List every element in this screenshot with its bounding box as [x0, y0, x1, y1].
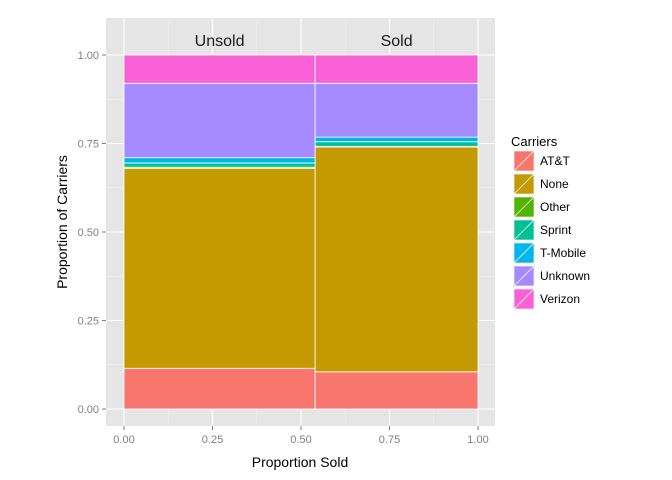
strip-label-unsold: Unsold [195, 33, 245, 50]
y-tick-label: 1.00 [78, 50, 99, 62]
bar-sold-t-mobile [314, 136, 479, 143]
x-tick-label: 0.50 [290, 434, 311, 446]
bar-sold-sprint [314, 141, 479, 147]
bar-unsold-unknown [123, 82, 316, 159]
y-tick-label: 0.25 [78, 316, 99, 328]
x-tick-label: 1.00 [467, 434, 488, 446]
y-tick-label: 0.75 [78, 139, 99, 151]
legend-title: Carriers [511, 134, 558, 149]
x-tick-label: 0.25 [202, 434, 223, 446]
facet-strips: Unsold Sold [195, 33, 413, 50]
legend-label: Other [540, 200, 570, 214]
legend-label: T-Mobile [540, 246, 586, 260]
legend-key-diagonal [513, 219, 535, 241]
bar-sold-verizon [314, 54, 479, 84]
bar-sold-none [314, 146, 479, 373]
bar-unsold-none [123, 167, 316, 369]
legend-label: None [540, 177, 569, 191]
legend: Carriers AT&T None Other Sprint T-Mobile Unkn… [511, 134, 590, 311]
x-axis-title: Proportion Sold [252, 454, 349, 470]
legend-key-diagonal [513, 150, 535, 172]
legend-key-diagonal [513, 196, 535, 218]
bar-unsold-sprint [123, 162, 316, 168]
x-tick-label: 0.75 [379, 434, 400, 446]
y-tick-label: 0.00 [78, 404, 99, 416]
legend-label: AT&T [540, 154, 570, 168]
bar-segments [123, 54, 479, 410]
legend-label: Sprint [540, 223, 572, 237]
y-axis-title: Proportion of Carriers [54, 155, 70, 289]
legend-key-diagonal [513, 173, 535, 195]
legend-key-diagonal [513, 288, 535, 310]
x-axis: 0.00 0.25 0.50 0.75 1.00 [113, 426, 489, 446]
x-tick-label: 0.00 [113, 434, 134, 446]
legend-label: Verizon [540, 292, 580, 306]
legend-label: Unknown [540, 269, 590, 283]
y-axis: 0.00 0.25 0.50 0.75 1.00 [78, 50, 106, 416]
bar-unsold-at-t [123, 367, 316, 410]
y-tick-label: 0.50 [78, 227, 99, 239]
legend-key-diagonal [513, 242, 535, 264]
bar-sold-unknown [314, 82, 479, 138]
bar-unsold-t-mobile [123, 157, 316, 164]
bar-sold-at-t [314, 371, 479, 410]
legend-key-diagonal [513, 265, 535, 287]
bar-unsold-verizon [123, 54, 316, 84]
strip-label-sold: Sold [381, 33, 413, 50]
